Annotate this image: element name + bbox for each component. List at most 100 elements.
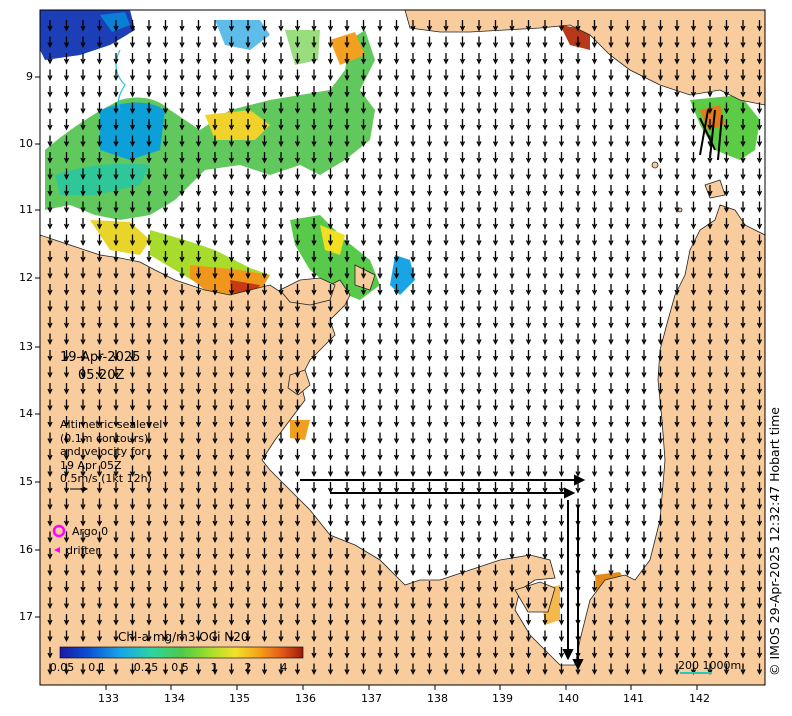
velocity-arrow xyxy=(261,383,268,395)
velocity-arrow xyxy=(245,548,251,560)
velocity-arrow xyxy=(393,416,400,428)
velocity-arrow xyxy=(327,465,334,477)
velocity-arrow xyxy=(327,449,334,461)
velocity-arrow xyxy=(426,350,433,362)
velocity-arrow xyxy=(278,564,284,576)
velocity-arrow xyxy=(591,597,598,609)
velocity-arrow xyxy=(377,548,383,560)
velocity-arrow xyxy=(129,663,136,675)
velocity-arrow xyxy=(261,317,268,329)
velocity-arrow xyxy=(459,416,466,428)
velocity-arrow xyxy=(195,564,202,576)
velocity-arrow xyxy=(294,36,301,48)
velocity-arrow xyxy=(542,218,548,230)
velocity-arrow xyxy=(212,614,218,626)
velocity-arrow xyxy=(96,86,103,98)
velocity-arrow xyxy=(674,663,680,675)
velocity-arrow xyxy=(740,53,746,65)
velocity-arrow xyxy=(261,53,268,65)
velocity-arrow xyxy=(459,647,466,659)
velocity-arrow xyxy=(129,531,136,543)
legend-note-line: and velocity for xyxy=(60,445,146,458)
velocity-arrow xyxy=(377,300,383,312)
velocity-arrow xyxy=(162,399,169,411)
velocity-arrow xyxy=(327,119,334,131)
velocity-arrow xyxy=(294,53,301,65)
velocity-arrow xyxy=(212,564,218,576)
velocity-arrow xyxy=(443,383,449,395)
velocity-arrow xyxy=(327,647,334,659)
velocity-arrow xyxy=(393,119,400,131)
lat-tick: 14 xyxy=(19,407,33,420)
velocity-arrow xyxy=(63,465,70,477)
velocity-arrow xyxy=(690,53,697,65)
velocity-arrow xyxy=(360,102,367,114)
velocity-arrow xyxy=(96,152,103,164)
velocity-arrow xyxy=(674,36,680,48)
velocity-arrow xyxy=(393,581,400,593)
velocity-arrow xyxy=(360,234,367,246)
velocity-arrow xyxy=(558,234,565,246)
velocity-arrow xyxy=(261,630,268,642)
velocity-arrow xyxy=(179,416,185,428)
velocity-arrow xyxy=(311,284,317,296)
velocity-arrow xyxy=(80,498,86,510)
velocity-arrow xyxy=(278,449,284,461)
velocity-arrow xyxy=(96,383,103,395)
velocity-arrow xyxy=(674,201,680,213)
velocity-arrow xyxy=(657,102,664,114)
velocity-arrow xyxy=(674,135,680,147)
velocity-arrow xyxy=(360,383,367,395)
velocity-arrow xyxy=(294,350,301,362)
velocity-arrow xyxy=(492,630,499,642)
velocity-arrow xyxy=(426,317,433,329)
velocity-arrow xyxy=(641,53,647,65)
velocity-arrow xyxy=(261,86,268,98)
velocity-arrow xyxy=(278,548,284,560)
velocity-arrow xyxy=(311,581,317,593)
velocity-arrow xyxy=(492,350,499,362)
velocity-arrow xyxy=(245,317,251,329)
velocity-arrow xyxy=(80,614,86,626)
velocity-arrow xyxy=(96,267,103,279)
velocity-arrow xyxy=(245,135,251,147)
velocity-arrow xyxy=(426,36,433,48)
velocity-arrow xyxy=(723,548,730,560)
velocity-arrow xyxy=(393,267,400,279)
velocity-arrow xyxy=(624,234,631,246)
velocity-arrow xyxy=(212,597,218,609)
velocity-arrow xyxy=(542,465,548,477)
velocity-arrow xyxy=(674,119,680,131)
imos-credit: © IMOS 29-Apr-2025 12:32:47 Hobart time xyxy=(767,407,782,676)
velocity-arrow xyxy=(179,36,185,48)
velocity-arrow xyxy=(294,449,301,461)
velocity-arrow xyxy=(212,119,218,131)
velocity-arrow xyxy=(179,465,185,477)
velocity-arrow xyxy=(575,432,581,444)
velocity-arrow xyxy=(723,102,730,114)
velocity-arrow xyxy=(575,383,581,395)
velocity-arrow xyxy=(608,201,614,213)
velocity-arrow xyxy=(261,201,268,213)
velocity-arrow xyxy=(129,300,136,312)
velocity-arrow xyxy=(740,581,746,593)
velocity-arrow xyxy=(657,135,664,147)
velocity-arrow xyxy=(624,53,631,65)
velocity-arrow xyxy=(80,350,86,362)
velocity-arrow xyxy=(525,399,532,411)
legend-note-line: 0.5m/s (1kt 12h) xyxy=(60,472,152,485)
velocity-arrow xyxy=(641,383,647,395)
velocity-arrow xyxy=(492,119,499,131)
velocity-arrow xyxy=(162,53,169,65)
velocity-arrow xyxy=(113,399,119,411)
velocity-arrow xyxy=(591,119,598,131)
velocity-arrow xyxy=(558,20,565,32)
velocity-arrow xyxy=(327,300,334,312)
velocity-arrow xyxy=(740,663,746,675)
velocity-arrow xyxy=(278,168,284,180)
velocity-arrow xyxy=(129,53,136,65)
velocity-arrow xyxy=(575,218,581,230)
velocity-arrow xyxy=(476,333,482,345)
velocity-arrow xyxy=(96,119,103,131)
velocity-arrow xyxy=(228,548,235,560)
